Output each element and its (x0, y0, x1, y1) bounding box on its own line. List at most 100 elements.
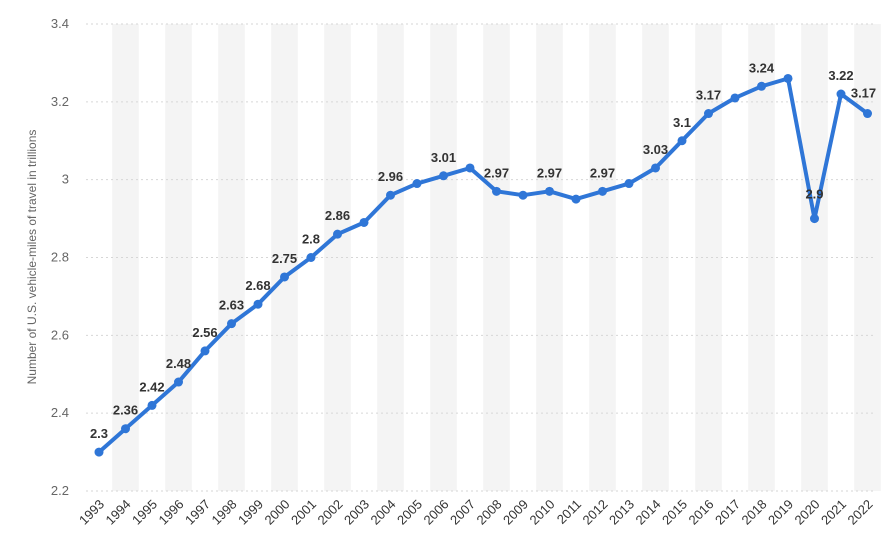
x-tick-label: 2019 (765, 497, 796, 528)
data-point-2013[interactable] (624, 179, 634, 189)
x-tick-label: 2008 (474, 497, 505, 528)
x-tick-label: 2012 (580, 497, 611, 528)
data-point-2001[interactable] (306, 253, 316, 262)
data-label-2001: 2.8 (302, 232, 320, 247)
data-point-2020[interactable] (810, 214, 819, 224)
y-tick-label: 3.4 (51, 16, 69, 31)
data-label-1996: 2.48 (166, 356, 191, 371)
x-tick-label: 2006 (421, 497, 452, 528)
x-tick-label: 2011 (554, 497, 584, 527)
data-point-2003[interactable] (359, 217, 369, 227)
x-tick-label: 2002 (315, 497, 346, 528)
y-axis-label: Number of U.S. vehicle-miles of travel i… (25, 130, 39, 385)
data-label-2010: 2.97 (537, 165, 562, 180)
data-label-1994: 2.36 (113, 403, 138, 418)
x-tick-label: 1994 (103, 497, 134, 528)
data-label-2008: 2.97 (484, 165, 509, 180)
band-2010 (536, 24, 563, 491)
x-tick-label: 2013 (606, 497, 637, 528)
x-tick-label: 1997 (182, 497, 213, 528)
data-label-2000: 2.75 (272, 251, 297, 266)
x-tick-label: 2001 (288, 497, 319, 528)
data-label-2014: 3.03 (643, 142, 668, 157)
data-point-1996[interactable] (174, 377, 183, 387)
x-tick-label: 1999 (235, 497, 266, 528)
x-tick-label: 2022 (845, 497, 876, 528)
data-point-1999[interactable] (253, 299, 263, 309)
x-tick-label: 2015 (659, 497, 690, 528)
data-point-2022[interactable] (863, 109, 872, 119)
data-point-1994[interactable] (121, 424, 130, 434)
series-line-path (97, 76, 870, 455)
data-point-2016[interactable] (704, 109, 713, 119)
data-point-2007[interactable] (465, 163, 475, 173)
data-point-2018[interactable] (757, 81, 766, 91)
data-point-1995[interactable] (147, 400, 157, 410)
y-tick-label: 3.2 (51, 94, 69, 109)
data-label-2020: 2.9 (805, 187, 823, 202)
data-point-2002[interactable] (333, 229, 342, 239)
data-point-2012[interactable] (598, 186, 607, 196)
data-label-2022: 3.17 (851, 86, 876, 101)
data-point-2011[interactable] (571, 194, 581, 204)
x-tick-label: 1995 (129, 497, 160, 528)
data-label-1998: 2.63 (219, 298, 244, 313)
data-label-2002: 2.86 (325, 208, 350, 223)
data-point-1998[interactable] (227, 319, 236, 329)
data-label-1999: 2.68 (245, 278, 270, 293)
x-tick-label: 2009 (500, 497, 531, 528)
data-point-2008[interactable] (492, 186, 501, 196)
data-point-2019[interactable] (783, 73, 793, 83)
data-point-2000[interactable] (280, 272, 289, 282)
data-point-1993[interactable] (94, 447, 104, 457)
data-point-2010[interactable] (545, 186, 554, 196)
x-tick-label: 2010 (527, 497, 558, 528)
data-label-1993: 2.3 (90, 426, 108, 441)
data-point-1997[interactable] (200, 346, 210, 356)
data-point-2004[interactable] (386, 190, 395, 200)
data-label-2012: 2.97 (590, 165, 615, 180)
data-point-2009[interactable] (518, 190, 528, 200)
y-tick-label: 3 (62, 172, 69, 187)
data-label-1997: 2.56 (192, 325, 217, 340)
data-label-2015: 3.1 (673, 115, 691, 130)
data-label-2016: 3.17 (696, 88, 721, 103)
x-tick-label: 2004 (368, 497, 399, 528)
data-label-2018: 3.24 (749, 60, 775, 75)
data-point-2017[interactable] (730, 93, 740, 103)
series-line (97, 76, 870, 455)
series-points (94, 73, 872, 457)
x-tick-label: 2000 (262, 497, 293, 528)
x-tick-label: 2005 (394, 497, 425, 528)
y-tick-label: 2.6 (51, 327, 69, 342)
x-tick-label: 2003 (341, 497, 372, 528)
x-tick-label: 2007 (447, 497, 478, 528)
data-label-2006: 3.01 (431, 150, 456, 165)
x-tick-label: 2021 (818, 497, 849, 528)
x-tick-label: 2018 (739, 497, 770, 528)
data-label-2021: 3.22 (828, 68, 853, 83)
y-tick-label: 2.2 (51, 483, 69, 498)
y-tick-label: 2.8 (51, 250, 69, 265)
x-tick-label: 1996 (156, 497, 187, 528)
x-axis-ticks: 1993199419951996199719981999200020012002… (76, 497, 876, 528)
data-point-2005[interactable] (412, 179, 422, 189)
band-2020 (801, 24, 828, 491)
x-tick-label: 1993 (76, 497, 107, 528)
y-axis-ticks: 2.2 2.4 2.6 2.8 3 3.2 3.4 (51, 16, 69, 498)
data-point-2006[interactable] (439, 171, 448, 181)
x-tick-label: 2017 (712, 497, 743, 528)
data-label-2004: 2.96 (378, 169, 403, 184)
x-tick-label: 2020 (792, 497, 823, 528)
data-point-2014[interactable] (651, 163, 660, 173)
data-labels: 2.3 2.362.422.48 2.562.632.682.75 2.8 2.86 2.… (90, 60, 876, 441)
data-label-1995: 2.42 (139, 379, 164, 394)
data-point-2015[interactable] (677, 136, 687, 146)
x-tick-label: 2014 (633, 497, 664, 528)
y-tick-label: 2.4 (51, 405, 69, 420)
x-tick-label: 1998 (209, 497, 240, 528)
x-tick-label: 2016 (686, 497, 717, 528)
data-point-2021[interactable] (836, 89, 846, 99)
band-2000 (271, 24, 298, 491)
